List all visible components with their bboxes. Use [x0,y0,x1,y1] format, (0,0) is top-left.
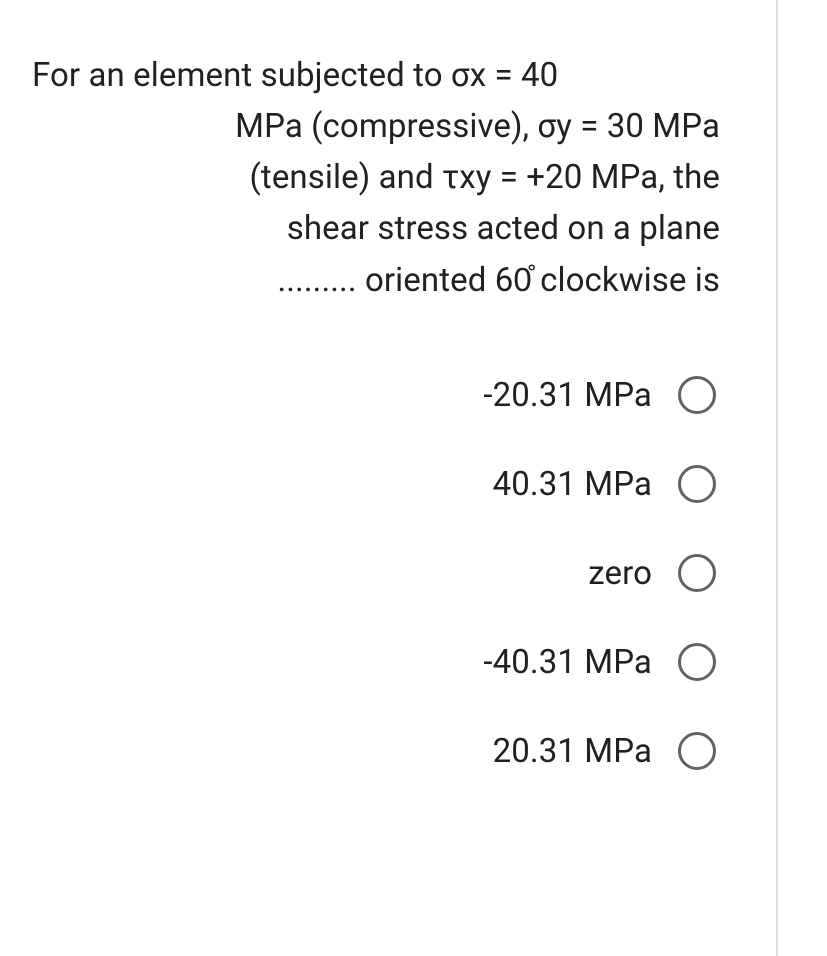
question-line-1: For an element subjected to σx = 40 [32,50,720,101]
radio-icon[interactable] [678,732,716,770]
option-label: zero [588,554,652,593]
options-list: -20.31 MPa 40.31 MPa zero -40.31 MPa 20.… [32,376,720,771]
option-3[interactable]: zero [588,554,716,593]
option-4[interactable]: -40.31 MPa [483,643,716,682]
question-line-3: (tensile) and τxy = +20 MPa, the [250,158,720,197]
option-label: 20.31 MPa [493,732,652,771]
option-label: -20.31 MPa [483,376,652,415]
option-label: 40.31 MPa [493,465,652,504]
question-text: For an element subjected to σx = 40 MPa … [32,50,720,306]
option-1[interactable]: -20.31 MPa [483,376,716,415]
question-line-2: MPa (compressive), σy = 30 MPa [235,107,720,146]
question-card: For an element subjected to σx = 40 MPa … [0,0,778,956]
option-5[interactable]: 20.31 MPa [493,732,716,771]
question-line-4: shear stress acted on a plane [287,209,720,248]
radio-icon[interactable] [678,643,716,681]
question-line-5: ......... oriented 60̊ clockwise is [277,261,720,300]
radio-icon[interactable] [678,465,716,503]
radio-icon[interactable] [678,376,716,414]
option-2[interactable]: 40.31 MPa [493,465,716,504]
radio-icon[interactable] [678,554,716,592]
option-label: -40.31 MPa [483,643,652,682]
